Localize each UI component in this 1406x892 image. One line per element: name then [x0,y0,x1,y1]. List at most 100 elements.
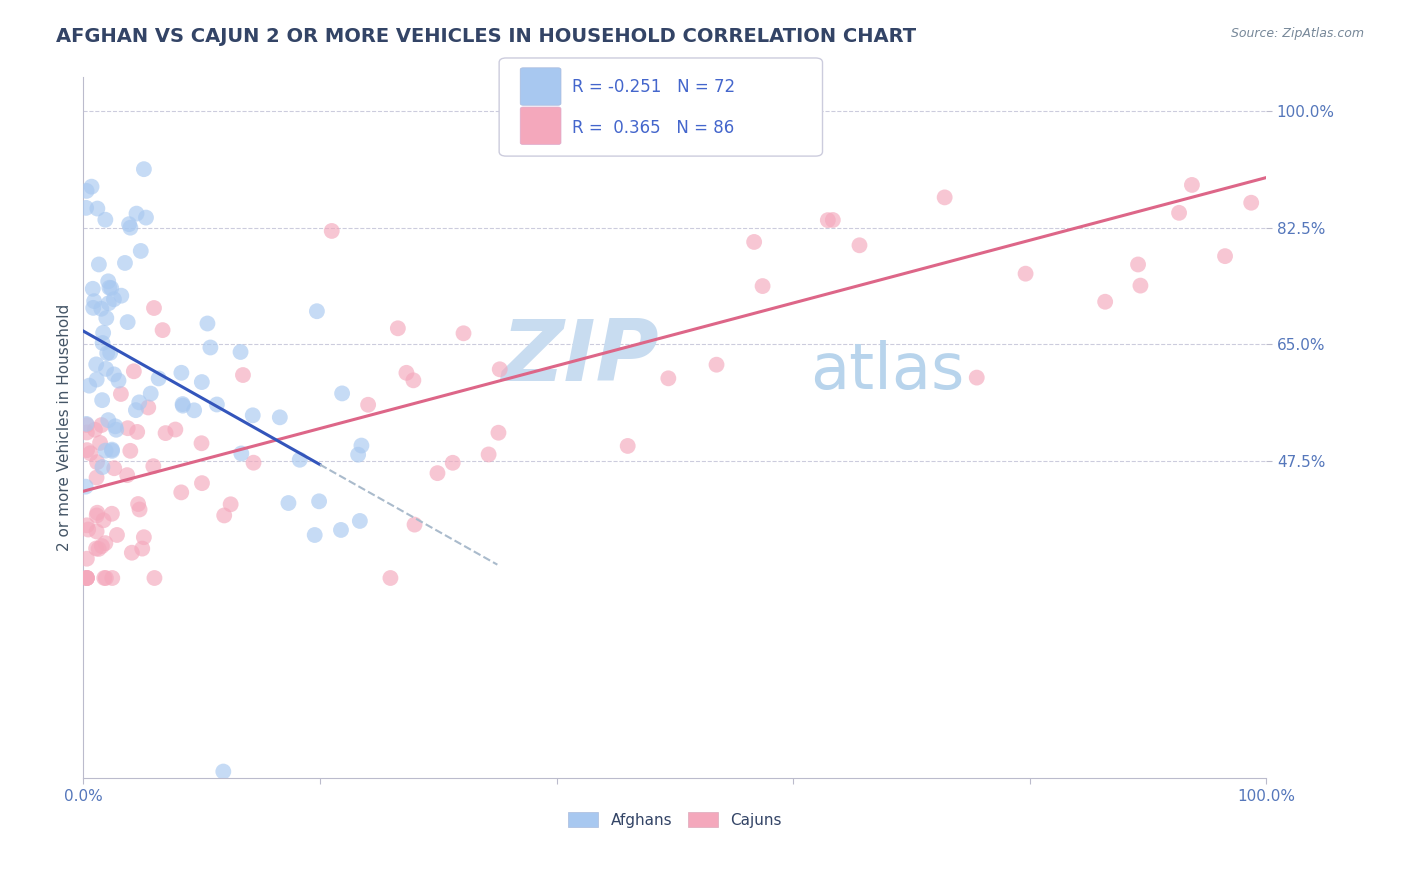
Point [94,212,117,227]
Point [132,162,155,177]
Point [165,423,187,437]
Point [103,368,125,382]
Point [77,378,100,392]
Point [97,274,120,288]
Point [76,518,98,533]
Point [110,387,132,401]
Point [277,496,299,510]
Point [86,470,108,484]
Point [103,292,125,306]
Point [190,436,212,450]
Point [321,224,343,238]
Point [155,426,177,441]
Legend: Afghans, Cajuns: Afghans, Cajuns [562,805,787,834]
Point [305,304,328,318]
Point [191,476,214,491]
Point [96,311,118,326]
Point [139,386,162,401]
Point [77,523,100,537]
Point [132,530,155,544]
Point [76,551,98,566]
Point [76,571,98,585]
Point [117,315,139,329]
Point [121,546,143,560]
Point [616,439,638,453]
Text: R = -0.251   N = 72: R = -0.251 N = 72 [572,78,735,95]
Point [404,517,426,532]
Text: R =  0.365   N = 86: R = 0.365 N = 86 [572,119,734,136]
Point [1126,257,1149,271]
Point [380,571,402,585]
Point [87,257,110,271]
Point [350,439,373,453]
Point [82,282,104,296]
Point [117,421,139,435]
Point [101,442,124,457]
Point [170,366,193,380]
Point [89,436,111,450]
Point [212,764,235,779]
Point [98,281,121,295]
Point [107,374,129,388]
Point [349,514,371,528]
Point [125,206,148,220]
Point [94,536,117,550]
Point [105,528,128,542]
Point [966,370,988,384]
Point [103,461,125,475]
Point [118,217,141,231]
Point [80,179,103,194]
Point [135,211,157,225]
Point [105,423,128,437]
Point [308,494,330,508]
Point [87,541,110,556]
Point [84,423,107,437]
Point [86,455,108,469]
Point [453,326,475,341]
Point [143,571,166,585]
Point [114,256,136,270]
Point [232,368,254,382]
Point [706,358,728,372]
Point [231,446,253,460]
Point [148,371,170,385]
Point [172,397,194,411]
Point [94,362,117,376]
Point [426,466,449,480]
Point [288,452,311,467]
Point [125,403,148,417]
Point [205,397,228,411]
Point [191,375,214,389]
Point [122,364,145,378]
Point [402,373,425,387]
Point [219,497,242,511]
Point [97,296,120,310]
Point [347,448,370,462]
Point [120,220,142,235]
Point [75,480,97,494]
Point [79,446,101,460]
Point [1129,278,1152,293]
Point [91,393,114,408]
Point [488,425,510,440]
Point [304,528,326,542]
Point [127,425,149,439]
Point [75,417,97,431]
Point [90,301,112,316]
Point [94,443,117,458]
Point [90,539,112,553]
Point [128,502,150,516]
Point [82,301,104,315]
Point [131,541,153,556]
Point [76,417,98,432]
Point [86,373,108,387]
Point [76,425,98,440]
Point [83,294,105,309]
Point [86,508,108,523]
Point [84,358,107,372]
Point [93,571,115,585]
Point [197,317,219,331]
Point [94,571,117,585]
Text: AFGHAN VS CAJUN 2 OR MORE VEHICLES IN HOUSEHOLD CORRELATION CHART: AFGHAN VS CAJUN 2 OR MORE VEHICLES IN HO… [56,27,917,45]
Point [170,485,193,500]
